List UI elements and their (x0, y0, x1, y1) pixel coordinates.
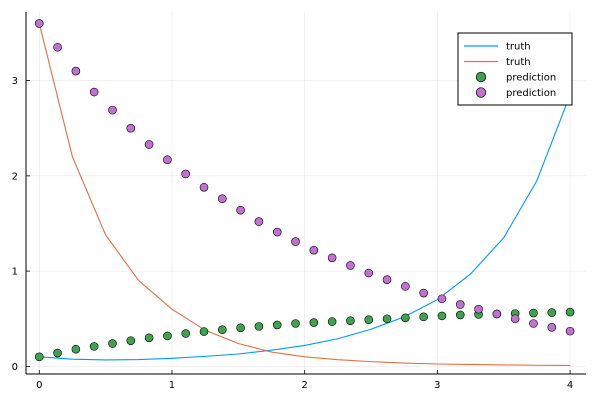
series-3-point-18 (364, 268, 374, 278)
series-2-point-20 (401, 313, 410, 323)
series-2-point-6 (144, 333, 154, 343)
series-3-point-0 (34, 19, 44, 28)
series-2-point-22 (437, 311, 447, 321)
series-3-point-11 (236, 205, 245, 215)
series-3-point-13 (272, 227, 282, 237)
series-2-point-10 (218, 325, 227, 335)
series-3-point-4 (108, 105, 117, 115)
series-2-point-15 (309, 318, 319, 327)
series-3-point-12 (254, 217, 264, 226)
series-3-point-22 (437, 294, 447, 304)
series-3-point-23 (455, 300, 465, 309)
series-3-point-6 (144, 140, 154, 149)
series-2-point-0 (34, 352, 44, 362)
x-tick-label-1: 1 (169, 380, 175, 391)
series-2-point-5 (126, 336, 136, 345)
axes: 0 1 2 3 4 0 1 2 3 (12, 12, 586, 391)
legend-label-0: truth (506, 42, 531, 53)
series-2-point-12 (254, 322, 264, 331)
y-tick-label-1: 1 (12, 267, 18, 278)
series-2-point-11 (236, 323, 245, 333)
series-line-0 (39, 94, 571, 361)
series-2-point-14 (291, 319, 300, 328)
series-2-point-18 (364, 315, 374, 325)
series-2-point-13 (272, 320, 282, 330)
series-3-point-8 (181, 169, 190, 179)
plot-area (34, 19, 575, 366)
series-3-point-17 (346, 261, 355, 270)
series-3-point-10 (218, 194, 227, 204)
legend: truth truth prediction prediction (457, 32, 573, 106)
series-3-point-26 (510, 314, 520, 324)
y-tick-label-3: 3 (12, 76, 18, 87)
x-tick-label-0: 0 (36, 380, 42, 391)
series-3-point-14 (291, 237, 300, 246)
series-3-point-24 (474, 304, 483, 314)
series-2-point-21 (419, 312, 428, 322)
series-3-point-29 (565, 326, 575, 336)
series-3-point-21 (419, 288, 428, 298)
legend-label-3: prediction (506, 88, 556, 99)
series-3-point-9 (199, 182, 209, 192)
series-2-point-2 (71, 344, 81, 354)
y-tick-label-2: 2 (12, 171, 18, 182)
series-2-point-7 (163, 331, 172, 341)
x-tick-label-3: 3 (434, 380, 440, 391)
series-2-point-4 (108, 339, 117, 348)
series-3-point-15 (309, 245, 319, 255)
series-2-point-16 (327, 317, 337, 326)
series-2-point-19 (382, 314, 392, 324)
series-2-point-3 (89, 342, 99, 351)
series-2-point-1 (53, 348, 62, 358)
series-3-point-27 (529, 319, 538, 328)
series-2-point-27 (529, 308, 538, 318)
series-3-point-19 (382, 275, 392, 284)
series-3-point-25 (492, 309, 502, 319)
series-2-point-17 (346, 316, 355, 325)
series-3-point-20 (401, 282, 410, 291)
legend-label-1: truth (506, 57, 531, 68)
legend-swatch-3 (475, 87, 487, 98)
series-3-point-7 (163, 155, 172, 164)
grid (26, 12, 586, 374)
legend-swatch-2 (475, 71, 487, 83)
series-3-point-1 (53, 42, 62, 52)
series-3-point-3 (89, 87, 99, 97)
series-3-point-28 (547, 323, 557, 332)
series-line-1 (38, 23, 571, 366)
series-3-point-5 (126, 123, 136, 133)
series-3-point-16 (327, 253, 337, 263)
series-3-point-2 (71, 66, 81, 76)
y-tick-label-0: 0 (12, 362, 18, 373)
series-2-point-29 (565, 307, 575, 317)
x-tick-label-4: 4 (567, 380, 573, 391)
x-tick-label-2: 2 (301, 380, 307, 391)
series-2-point-23 (455, 310, 465, 320)
series-2-point-9 (199, 327, 209, 336)
series-2-point-28 (547, 308, 557, 317)
legend-label-2: prediction (506, 73, 556, 84)
series-2-point-8 (181, 329, 190, 338)
